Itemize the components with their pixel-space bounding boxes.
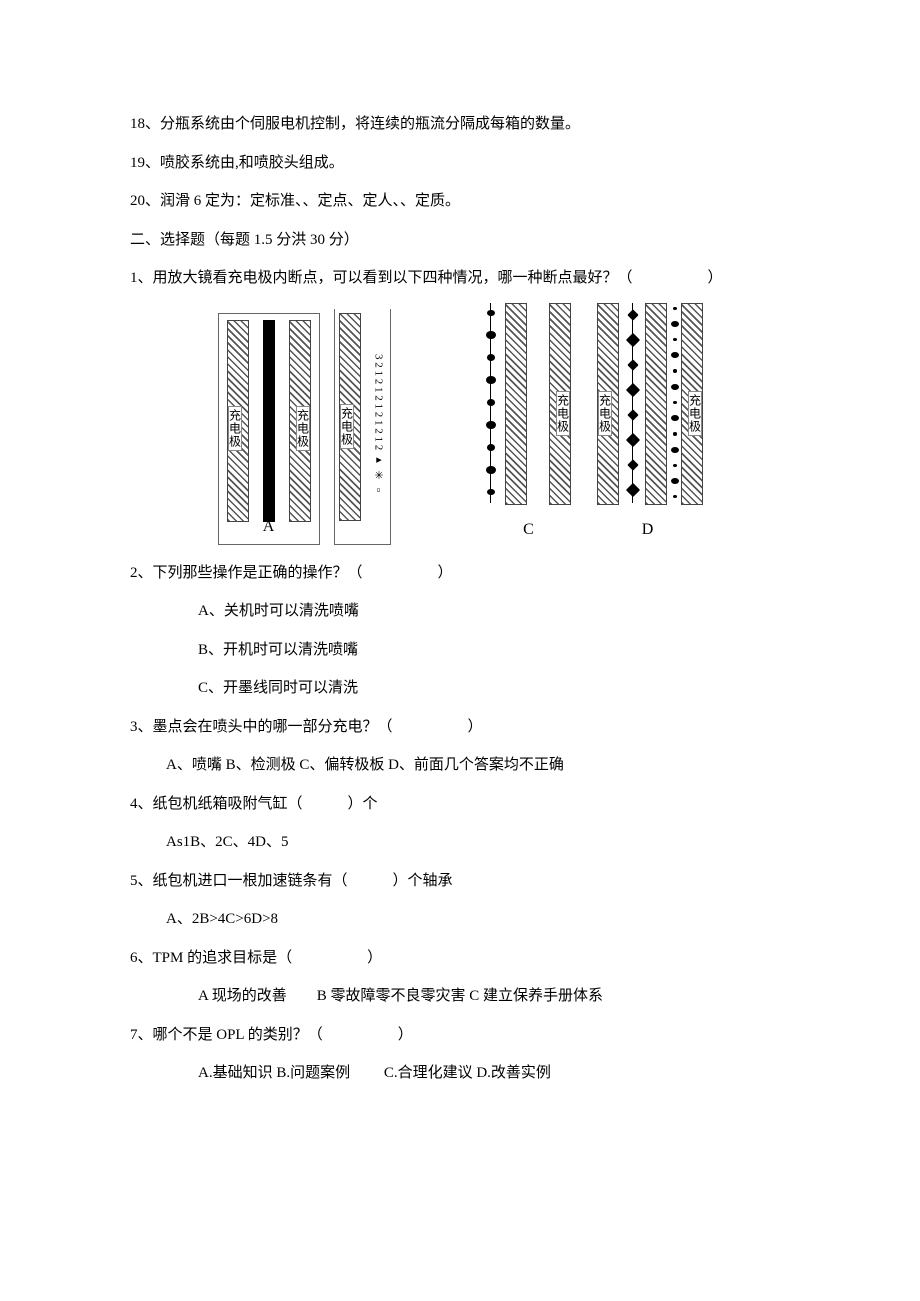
mc-q6: 6、TPM 的追求目标是（ ） [130,944,790,973]
fill-q18: 18、分瓶系统由个伺服电机控制，将连续的瓶流分隔成每箱的数量。 [130,110,790,139]
mc-q3: 3、墨点会在喷头中的哪一部分充电？（ ） [130,713,790,742]
panel-c-left-hatch [505,303,527,505]
mc-q7: 7、哪个不是 OPL 的类别？（ ） [130,1021,790,1050]
panel-d-right-label: 充电极 [688,391,702,436]
panel-d-dots-right [670,303,680,503]
mc-q5-opts: A、2B>4C>6D>8 [166,905,790,934]
mc-q2-b: B、开机时可以清洗喷嘴 [198,636,790,665]
panel-a-wrap: 充电极 充电极 A [218,313,320,545]
panel-d-label: D [642,515,654,545]
mc-q3-opts: A、喷嘴 B、检测极 C、偏转极板 D、前面几个答案均不正确 [166,751,790,780]
panel-c-label: C [523,515,534,545]
mc-q2-c: C、开墨线同时可以清洗 [198,674,790,703]
mc-q2-a: A、关机时可以清洗喷嘴 [198,597,790,626]
panel-b-label-electrode: 充电极 [340,404,354,449]
mc-q2: 2、下列那些操作是正确的操作？（ ） [130,559,790,588]
panel-a-left-label: 充电极 [228,406,242,451]
panel-c-wrap: 充电极 C [479,303,579,545]
mc-q4-opts: As1B、2C、4D、5 [166,828,790,857]
panel-d-wrap: 充电极 充电极 D [593,303,703,545]
panel-c-right-label: 充电极 [556,391,570,436]
panel-d-mid-hatch [645,303,667,505]
mc-q6-opts: A 现场的改善 B 零故障零不良零灾害 C 建立保养手册体系 [198,982,790,1011]
panel-b-wrap: 充电极 3 2 1 2 1 2 1 2 1 2 1 2 ▸ ✳ ▫ [334,309,391,545]
mc-q1: 1、用放大镜看充电极内断点，可以看到以下四种情况，哪一种断点最好？（ ） [130,264,790,293]
mc-q7-opts: A.基础知识 B.问题案例 C.合理化建议 D.改善实例 [198,1059,790,1088]
panel-a-right-label: 充电极 [296,406,310,451]
panel-b-glyphs: 3 2 1 2 1 2 1 2 1 2 1 2 ▸ ✳ ▫ [372,315,384,535]
panel-b: 充电极 3 2 1 2 1 2 1 2 1 2 1 2 ▸ ✳ ▫ [334,309,391,545]
mc-q4: 4、纸包机纸箱吸附气缸（ ）个 [130,790,790,819]
mc-q5: 5、纸包机进口一根加速链条有（ ）个轴承 [130,867,790,896]
panel-c-dots [485,303,497,503]
panel-a-center-bar [263,320,275,522]
panel-d: 充电极 充电极 [593,303,703,513]
section-2-header: 二、选择题（每题 1.5 分洪 30 分） [130,226,790,255]
panel-d-left-label: 充电极 [598,391,612,436]
fill-q20: 20、润滑 6 定为：定标准、、定点、定人、、定质。 [130,187,790,216]
panel-a-label: A [219,512,319,542]
fill-q19: 19、喷胶系统由,和喷胶头组成。 [130,149,790,178]
panel-d-dots-mid [627,303,639,503]
diagram-row: 充电极 充电极 A 充电极 3 2 1 2 1 2 1 2 1 2 1 2 ▸ … [130,303,790,545]
panel-c: 充电极 [479,303,579,513]
panel-a: 充电极 充电极 A [218,313,320,545]
